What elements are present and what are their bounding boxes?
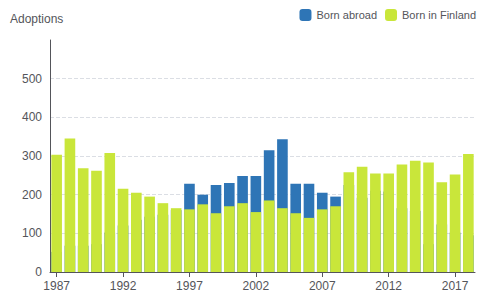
svg-text:0: 0: [35, 265, 42, 279]
svg-text:2012: 2012: [375, 279, 402, 293]
svg-text:300: 300: [22, 149, 42, 163]
svg-text:400: 400: [22, 110, 42, 124]
svg-text:100: 100: [22, 226, 42, 240]
svg-text:Adoptions: Adoptions: [10, 12, 63, 26]
svg-text:200: 200: [22, 188, 42, 202]
svg-text:2002: 2002: [243, 279, 270, 293]
svg-text:1987: 1987: [43, 279, 70, 293]
svg-text:500: 500: [22, 72, 42, 86]
svg-text:Born abroad: Born abroad: [316, 9, 377, 21]
svg-text:1997: 1997: [176, 279, 203, 293]
svg-text:Born in Finland: Born in Finland: [402, 9, 476, 21]
svg-text:1992: 1992: [110, 279, 137, 293]
svg-text:2017: 2017: [442, 279, 469, 293]
svg-text:2007: 2007: [309, 279, 336, 293]
